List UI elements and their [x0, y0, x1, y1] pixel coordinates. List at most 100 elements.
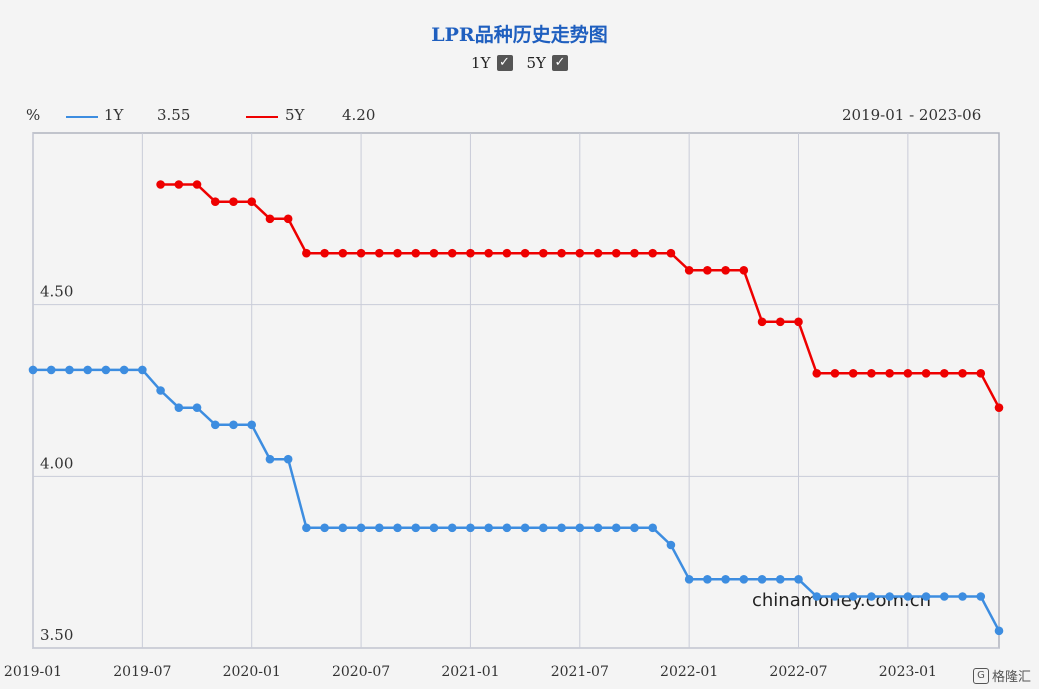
- data-point-5y: [539, 248, 548, 258]
- data-point-5y: [721, 266, 730, 275]
- legend-5y-value: 4.20: [342, 106, 376, 124]
- data-point-5y: [648, 248, 657, 258]
- x-tick-label: 2019-07: [113, 664, 171, 680]
- legend-1y-line: [66, 116, 98, 118]
- data-point-1y: [375, 523, 384, 533]
- data-point-1y: [976, 592, 986, 601]
- legend-5y-line: [246, 116, 278, 118]
- data-point-5y: [994, 403, 1004, 412]
- data-point-1y: [757, 575, 767, 584]
- data-point-1y: [775, 575, 785, 584]
- x-tick-label: 2020-07: [332, 664, 390, 680]
- toggle-1y-label: 1Y: [471, 54, 491, 72]
- data-point-1y: [539, 523, 548, 533]
- data-point-1y: [611, 523, 621, 533]
- data-point-1y: [210, 420, 220, 430]
- brand-logo-icon: G: [972, 667, 989, 684]
- x-tick-label: 2019-01: [4, 664, 62, 680]
- data-point-5y: [921, 369, 931, 378]
- data-point-1y: [630, 523, 639, 533]
- data-point-1y: [138, 365, 147, 375]
- data-point-1y: [119, 365, 129, 375]
- data-point-1y: [411, 523, 421, 533]
- toggle-1y[interactable]: 1Y ✓: [471, 54, 513, 72]
- data-point-1y: [65, 365, 74, 375]
- y-tick-label: 4.50: [40, 283, 73, 301]
- data-point-1y: [812, 592, 822, 601]
- data-point-1y: [885, 592, 894, 601]
- data-point-5y: [520, 248, 530, 258]
- x-tick-label: 2021-01: [441, 664, 499, 680]
- data-point-5y: [447, 248, 457, 258]
- data-point-1y: [684, 575, 694, 584]
- data-point-1y: [721, 575, 730, 584]
- toggle-5y[interactable]: 5Y ✓: [527, 54, 568, 72]
- data-point-5y: [174, 180, 184, 189]
- x-tick-label: 2022-07: [769, 664, 827, 680]
- data-point-5y: [466, 248, 475, 258]
- plot-frame: [32, 132, 1000, 649]
- data-point-5y: [484, 248, 493, 258]
- checkbox-checked-icon[interactable]: ✓: [496, 55, 513, 71]
- data-point-5y: [192, 180, 202, 189]
- y-tick-label: 4.00: [40, 454, 73, 472]
- data-point-5y: [557, 248, 566, 258]
- data-point-5y: [247, 197, 257, 206]
- data-point-1y: [247, 420, 257, 430]
- data-point-1y: [958, 592, 967, 601]
- data-point-5y: [848, 369, 858, 378]
- x-tick-label: 2022-01: [660, 664, 718, 680]
- data-point-5y: [210, 197, 220, 206]
- data-point-5y: [320, 248, 329, 258]
- legend-1y-label: 1Y: [104, 106, 124, 124]
- legend-5y-label: 5Y: [285, 106, 305, 124]
- corner-brand-text: 格隆汇: [991, 670, 1031, 685]
- checkbox-checked-icon[interactable]: ✓: [551, 55, 568, 71]
- data-point-5y: [940, 369, 949, 378]
- data-point-5y: [265, 214, 275, 224]
- data-point-1y: [666, 540, 676, 550]
- data-point-5y: [593, 248, 603, 258]
- x-tick-label: 2020-01: [223, 664, 281, 680]
- data-point-1y: [83, 365, 92, 375]
- data-point-1y: [429, 523, 439, 533]
- data-point-1y: [830, 592, 840, 601]
- data-point-5y: [502, 248, 512, 258]
- data-point-5y: [429, 248, 439, 258]
- data-point-1y: [447, 523, 457, 533]
- corner-brand: G 格隆汇: [972, 666, 1031, 685]
- data-point-1y: [703, 575, 712, 584]
- date-range: 2019-01 - 2023-06: [842, 106, 982, 124]
- series-toggles: 1Y ✓ 5Y ✓: [0, 54, 1039, 72]
- data-point-1y: [302, 523, 311, 533]
- data-point-5y: [812, 369, 822, 378]
- legend-row: % 1Y 3.55 5Y 4.20 2019-01 - 2023-06: [0, 106, 1039, 126]
- data-point-1y: [356, 523, 366, 533]
- data-point-5y: [830, 369, 840, 378]
- data-point-1y: [903, 592, 913, 601]
- x-tick-label: 2023-01: [879, 664, 937, 680]
- data-point-1y: [101, 365, 111, 375]
- data-point-5y: [611, 248, 621, 258]
- toggle-5y-label: 5Y: [526, 54, 546, 72]
- data-point-1y: [484, 523, 493, 533]
- data-point-5y: [885, 369, 894, 378]
- data-point-1y: [265, 454, 275, 464]
- data-point-5y: [739, 266, 749, 275]
- data-point-5y: [283, 214, 293, 224]
- data-point-1y: [921, 592, 931, 601]
- y-unit-label: %: [26, 106, 41, 124]
- data-point-1y: [192, 403, 202, 412]
- data-point-1y: [174, 403, 184, 412]
- data-point-5y: [703, 266, 712, 275]
- data-point-5y: [575, 248, 585, 258]
- data-point-5y: [156, 180, 165, 189]
- data-point-1y: [593, 523, 603, 533]
- watermark: chinamoney.com.cn: [752, 590, 931, 611]
- data-point-5y: [976, 369, 986, 378]
- data-point-1y: [320, 523, 329, 533]
- data-point-5y: [775, 317, 785, 327]
- data-point-5y: [393, 248, 402, 258]
- data-point-5y: [229, 197, 238, 206]
- chart-title: LPR品种历史走势图: [431, 24, 608, 46]
